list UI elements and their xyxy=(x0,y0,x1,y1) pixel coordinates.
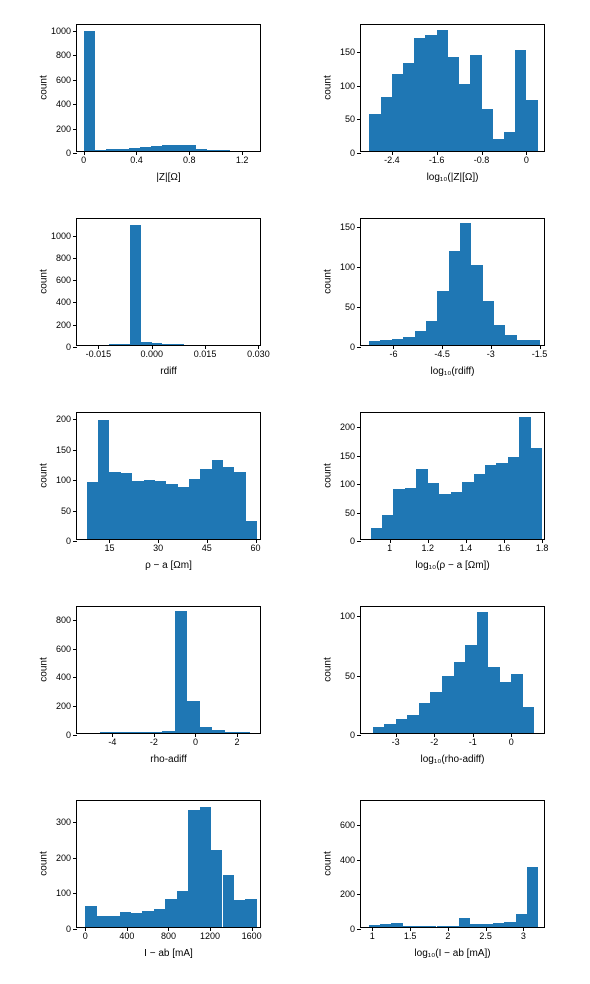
ytick-label: 200 xyxy=(340,889,361,899)
xtick-label: 1.5 xyxy=(404,927,417,941)
ytick-label: 600 xyxy=(340,820,361,830)
bar xyxy=(459,918,470,927)
bar xyxy=(516,914,527,927)
figure: 0200400600800100000.40.81.2count|Z|[Ω]05… xyxy=(0,0,590,984)
bar xyxy=(527,867,538,927)
xtick-label: 1 xyxy=(370,927,375,941)
bar xyxy=(504,922,515,927)
bar xyxy=(425,926,436,927)
plot-area: 020040060011.522.53 xyxy=(360,800,545,928)
xtick-label: 3 xyxy=(521,927,526,941)
bar xyxy=(391,923,402,927)
bars xyxy=(361,801,544,927)
bar xyxy=(493,923,504,927)
bar xyxy=(380,924,391,927)
xlabel: log₁₀(I − ab [mA]) xyxy=(360,948,545,959)
xtick-label: 2 xyxy=(445,927,450,941)
ytick-label: 400 xyxy=(340,855,361,865)
subplot-p41: 020040060011.522.53countlog₁₀(I − ab [mA… xyxy=(0,0,590,984)
ylabel: count xyxy=(323,844,334,884)
xtick-label: 2.5 xyxy=(479,927,492,941)
ytick-label: 0 xyxy=(350,924,361,934)
